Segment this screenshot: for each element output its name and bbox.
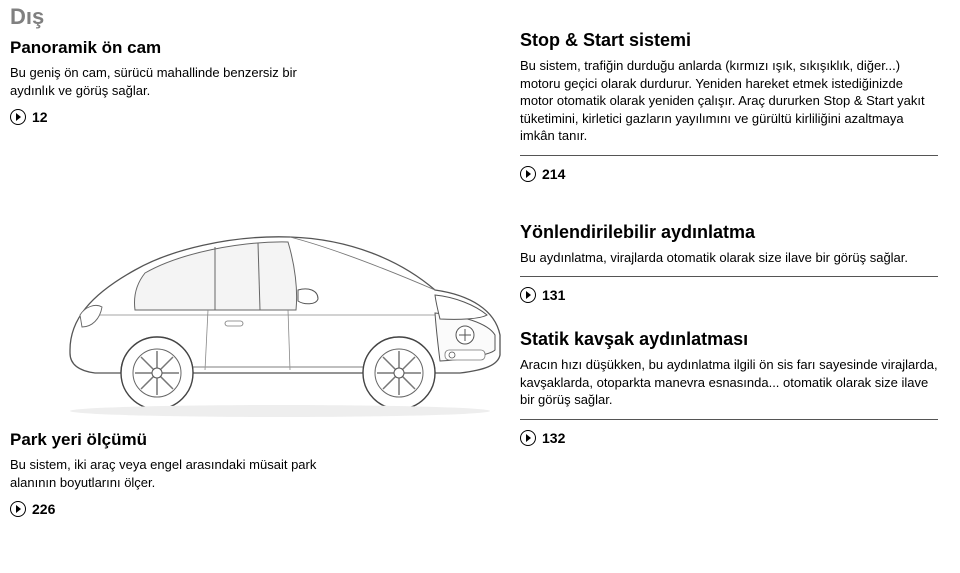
yon-ref: 131 — [520, 287, 938, 303]
stopstart-ref: 214 — [520, 166, 938, 182]
page-ref-icon — [10, 501, 26, 517]
park-ref-num: 226 — [32, 501, 55, 517]
page-ref-icon — [520, 287, 536, 303]
right-column: Stop & Start sistemi Bu sistem, trafiğin… — [520, 30, 938, 470]
statik-title: Statik kavşak aydınlatması — [520, 329, 938, 350]
yon-body: Bu aydınlatma, virajlarda otomatik olara… — [520, 249, 938, 267]
divider — [520, 276, 938, 277]
park-title: Park yeri ölçümü — [10, 430, 320, 450]
block-yonlendirilebilir: Yönlendirilebilir aydınlatma Bu aydınlat… — [520, 222, 938, 304]
block-statik: Statik kavşak aydınlatması Aracın hızı d… — [520, 329, 938, 446]
block-park: Park yeri ölçümü Bu sistem, iki araç vey… — [10, 430, 320, 517]
car-illustration — [40, 195, 510, 420]
panoramik-ref: 12 — [10, 109, 320, 125]
left-column: Panoramik ön cam Bu geniş ön cam, sürücü… — [10, 38, 320, 149]
divider — [520, 419, 938, 420]
park-ref: 226 — [10, 501, 320, 517]
yon-ref-num: 131 — [542, 287, 565, 303]
statik-ref: 132 — [520, 430, 938, 446]
panoramik-ref-num: 12 — [32, 109, 48, 125]
stopstart-title: Stop & Start sistemi — [520, 30, 938, 51]
block-panoramik: Panoramik ön cam Bu geniş ön cam, sürücü… — [10, 38, 320, 125]
section-label: Dış — [10, 4, 44, 30]
yon-title: Yönlendirilebilir aydınlatma — [520, 222, 938, 243]
block-stopstart: Stop & Start sistemi Bu sistem, trafiğin… — [520, 30, 938, 182]
page-ref-icon — [520, 166, 536, 182]
panoramik-title: Panoramik ön cam — [10, 38, 320, 58]
divider — [520, 155, 938, 156]
stopstart-body: Bu sistem, trafiğin durduğu anlarda (kır… — [520, 57, 938, 145]
park-body: Bu sistem, iki araç veya engel arasındak… — [10, 456, 320, 491]
stopstart-ref-num: 214 — [542, 166, 565, 182]
statik-ref-num: 132 — [542, 430, 565, 446]
statik-body: Aracın hızı düşükken, bu aydınlatma ilgi… — [520, 356, 938, 409]
page-ref-icon — [520, 430, 536, 446]
page-ref-icon — [10, 109, 26, 125]
panoramik-body: Bu geniş ön cam, sürücü mahallinde benze… — [10, 64, 320, 99]
